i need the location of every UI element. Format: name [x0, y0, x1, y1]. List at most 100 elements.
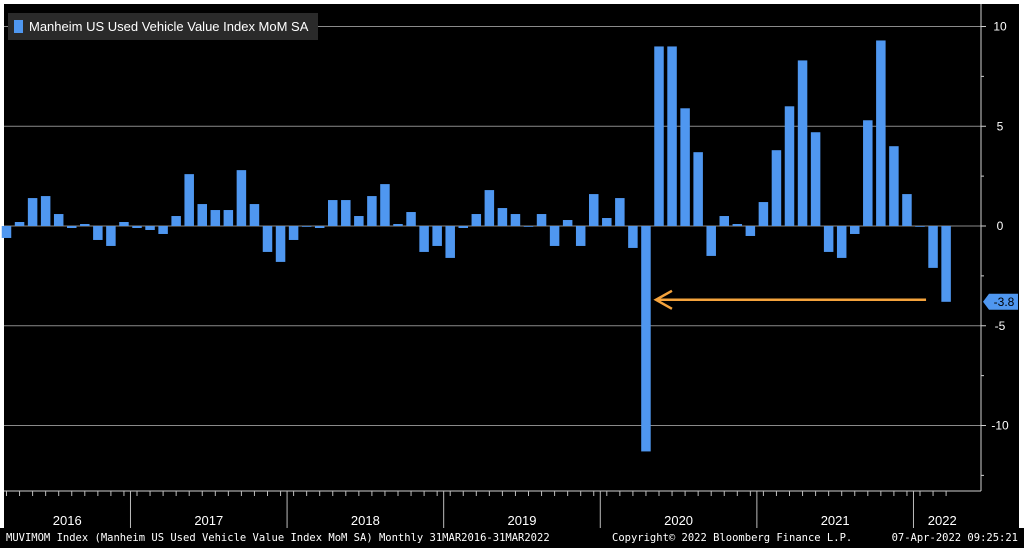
x-tick-label: 2022 — [928, 513, 957, 528]
bar — [106, 226, 116, 246]
bar — [458, 226, 468, 228]
bar — [706, 226, 716, 256]
bar — [575, 226, 586, 246]
bar — [406, 212, 416, 226]
bar — [536, 214, 547, 226]
bar — [288, 226, 299, 240]
legend-swatch — [14, 20, 23, 33]
bar — [197, 204, 207, 226]
bar — [732, 224, 743, 226]
y-tick-label: -10 — [991, 419, 1009, 433]
bar — [27, 198, 38, 226]
x-tick-label: 2016 — [53, 513, 82, 528]
legend-label: Manheim US Used Vehicle Value Index MoM … — [29, 19, 309, 34]
bar — [132, 226, 142, 228]
bar — [53, 214, 64, 226]
bar — [119, 222, 129, 226]
x-tick-label: 2020 — [664, 513, 693, 528]
bar — [314, 226, 325, 228]
bar — [275, 226, 286, 262]
bar — [810, 132, 821, 226]
bar — [419, 226, 429, 252]
footer-timestamp: 07-Apr-2022 09:25:21 — [891, 532, 1018, 544]
bar — [680, 108, 690, 226]
x-tick-label: 2017 — [194, 513, 223, 528]
annotations: -3.8 — [653, 289, 1018, 310]
bar — [562, 220, 573, 226]
bar — [615, 198, 625, 226]
bar — [184, 174, 194, 226]
bar — [589, 194, 599, 226]
bar — [654, 46, 664, 227]
bar — [93, 226, 103, 240]
bar — [863, 120, 873, 226]
x-axis-area — [4, 491, 1019, 528]
bar — [432, 226, 442, 246]
arrow-head — [653, 289, 673, 310]
footer-series-info: MUVIMOM Index (Manheim US Used Vehicle V… — [6, 532, 550, 544]
bar — [367, 196, 377, 226]
legend: Manheim US Used Vehicle Value Index MoM … — [8, 13, 319, 40]
bar — [928, 226, 938, 268]
bar — [67, 226, 77, 228]
bar — [328, 200, 338, 226]
footer-copyright: Copyright© 2022 Bloomberg Finance L.P. — [612, 532, 853, 544]
bar — [158, 226, 168, 234]
bar — [784, 106, 795, 226]
bar — [249, 204, 260, 226]
bar — [797, 60, 808, 226]
bar — [850, 226, 860, 234]
bar — [667, 46, 677, 227]
bar — [941, 226, 951, 302]
last-value-label: -3.8 — [994, 295, 1015, 309]
bar — [380, 184, 390, 226]
bar — [80, 224, 90, 226]
bar — [40, 196, 51, 226]
bar — [445, 226, 455, 258]
y-axis-area — [981, 4, 1019, 491]
bar — [641, 226, 651, 452]
bar — [236, 170, 247, 226]
bar — [693, 152, 703, 226]
bar — [823, 226, 834, 252]
bar — [171, 216, 181, 226]
bar — [471, 214, 482, 226]
bar — [484, 190, 495, 226]
x-tick-label: 2021 — [821, 513, 850, 528]
bar — [1, 226, 12, 238]
bar — [771, 150, 782, 226]
axes: 10 5 0 -5 -10 2016 2017 2018 2019 2020 2021 2022 — [4, 4, 1009, 528]
bar — [876, 40, 886, 227]
bar — [497, 208, 508, 226]
bar — [301, 226, 312, 227]
x-tick-label: 2019 — [508, 513, 537, 528]
bar — [602, 218, 612, 226]
x-tick-label: 2018 — [351, 513, 380, 528]
bar — [14, 222, 25, 226]
bar — [210, 210, 221, 226]
bar — [719, 216, 729, 226]
y-tick-label: 10 — [993, 20, 1007, 34]
y-tick-label: 0 — [997, 219, 1004, 233]
plot-area — [4, 4, 981, 491]
bar — [510, 214, 521, 226]
bar — [549, 226, 560, 246]
bar — [745, 226, 756, 236]
bar — [223, 210, 234, 226]
bars — [1, 40, 951, 452]
bar — [341, 200, 351, 226]
bar — [354, 216, 364, 226]
bar — [628, 226, 638, 248]
bar — [393, 224, 403, 226]
last-value-tag — [983, 293, 1018, 310]
footer-bar: MUVIMOM Index (Manheim US Used Vehicle V… — [0, 528, 1024, 548]
bar — [758, 202, 769, 226]
y-tick-label: 5 — [997, 119, 1004, 133]
bar — [836, 226, 847, 258]
y-tick-label: -5 — [995, 319, 1006, 333]
bar — [145, 226, 155, 230]
bar — [889, 146, 899, 226]
bar — [915, 226, 925, 227]
